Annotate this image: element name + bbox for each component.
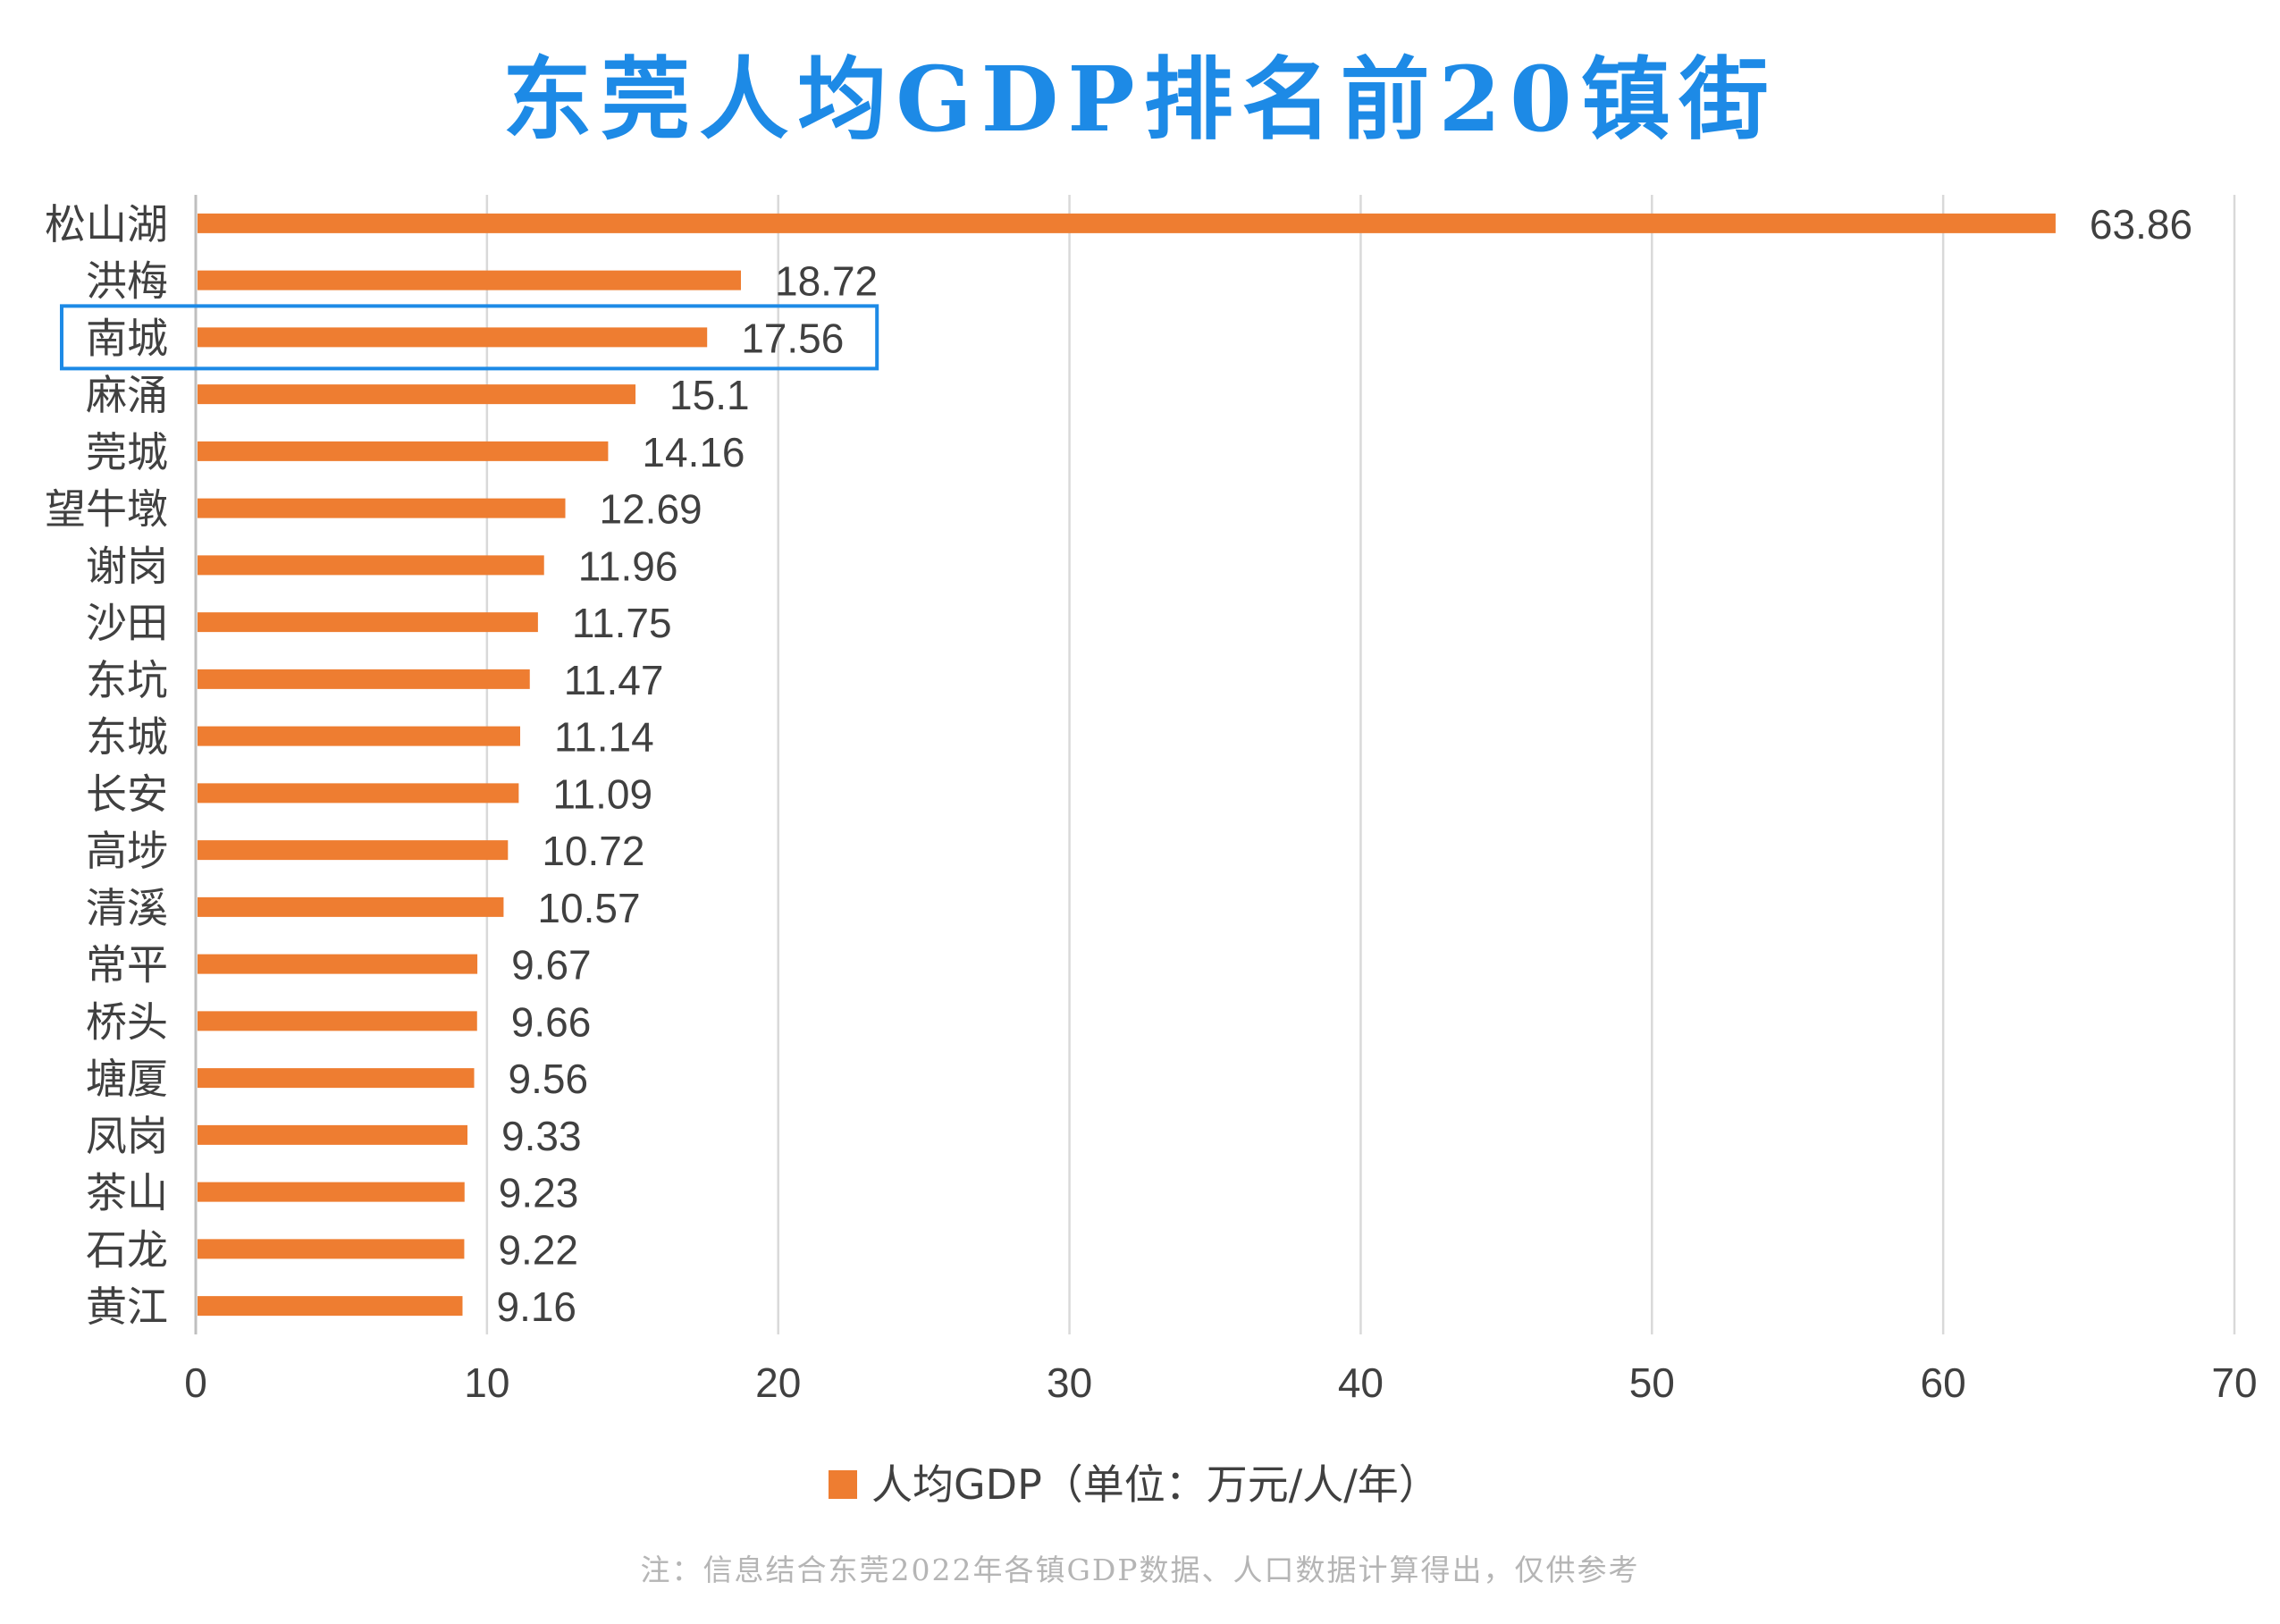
data-label: 9.16 — [496, 1283, 576, 1330]
x-tick-label: 70 — [2211, 1359, 2257, 1406]
x-tick-label: 60 — [1921, 1359, 1966, 1406]
category-label: 洪梅 — [86, 257, 168, 306]
bar — [198, 498, 566, 518]
category-label: 莞城 — [86, 428, 168, 476]
bar — [198, 327, 708, 348]
chart-title: 东莞人均GDP排名前20镇街 — [502, 46, 1778, 152]
bar — [198, 896, 504, 917]
data-label: 63.86 — [2090, 201, 2192, 248]
data-label: 9.33 — [501, 1113, 582, 1159]
legend-label: 人均GDP（单位：万元/人/年） — [871, 1460, 1440, 1509]
bar — [198, 840, 509, 861]
x-tick-labels: 0 10 20 30 40 50 60 70 — [184, 1359, 2257, 1406]
category-label: 麻涌 — [86, 371, 168, 419]
bar — [198, 954, 478, 974]
category-label: 长安 — [86, 770, 168, 818]
data-label: 18.72 — [775, 258, 878, 305]
data-label: 10.72 — [542, 828, 644, 874]
data-label: 11.47 — [564, 657, 664, 703]
data-label: 11.75 — [572, 600, 672, 646]
category-label: 常平 — [86, 941, 168, 989]
category-labels: 松山湖洪梅南城麻涌莞城望牛墩谢岗沙田东坑东城长安高埗清溪常平桥头塘厦凤岗茶山石龙… — [45, 200, 168, 1331]
category-label: 石龙 — [86, 1225, 168, 1274]
gridlines — [194, 195, 2236, 1334]
bar — [198, 1239, 465, 1259]
data-label: 14.16 — [642, 429, 745, 475]
category-label: 沙田 — [86, 599, 168, 647]
bar — [198, 1068, 475, 1089]
data-label: 10.57 — [537, 885, 640, 931]
category-label: 望牛墩 — [45, 485, 168, 534]
category-label: 黄江 — [86, 1283, 168, 1331]
data-label: 9.67 — [511, 942, 592, 989]
category-label: 东城 — [86, 713, 168, 762]
x-tick-label: 20 — [755, 1359, 801, 1406]
bar — [198, 726, 521, 746]
category-label: 东坑 — [86, 656, 168, 704]
bar — [198, 555, 544, 576]
bar — [198, 1296, 463, 1317]
category-label: 凤岗 — [86, 1112, 168, 1160]
bar — [198, 1011, 477, 1031]
x-tick-label: 30 — [1047, 1359, 1092, 1406]
bar — [198, 612, 538, 633]
bars — [60, 213, 2056, 1317]
data-labels: 63.86 18.72 17.56 15.1 14.16 12.69 11.96 11.75 1… — [496, 201, 2192, 1330]
data-label: 9.23 — [499, 1170, 579, 1216]
x-tick-label: 10 — [464, 1359, 509, 1406]
legend: 人均GDP（单位：万元/人/年） — [829, 1460, 1440, 1509]
x-tick-label: 0 — [184, 1359, 207, 1406]
data-label: 9.56 — [509, 1056, 589, 1102]
x-tick-label: 40 — [1338, 1359, 1384, 1406]
highlight-box — [60, 304, 879, 371]
category-label: 茶山 — [86, 1169, 168, 1217]
legend-swatch — [829, 1470, 857, 1499]
category-label: 清溪 — [86, 884, 168, 932]
category-label: 谢岗 — [86, 542, 168, 590]
data-label: 15.1 — [669, 372, 750, 418]
bar — [198, 783, 519, 804]
x-tick-label: 50 — [1629, 1359, 1675, 1406]
bar — [198, 1124, 468, 1145]
bar — [198, 669, 530, 689]
bar — [198, 270, 742, 290]
data-label: 11.96 — [578, 543, 678, 589]
data-label: 9.22 — [498, 1226, 578, 1273]
category-label: 松山湖 — [45, 200, 168, 248]
bar — [198, 441, 609, 461]
data-label: 12.69 — [600, 486, 703, 533]
footnote: 注：信息结合东莞2022年各镇GDP数据、人口数据计算得出，仅供参考 — [640, 1552, 1640, 1587]
bar — [198, 384, 636, 405]
data-label: 11.09 — [552, 770, 652, 817]
bar — [198, 213, 2056, 233]
data-label: 9.66 — [511, 998, 592, 1045]
category-label: 塘厦 — [86, 1055, 168, 1103]
bar — [198, 1182, 465, 1202]
data-label: 11.14 — [554, 714, 654, 761]
category-label: 高埗 — [86, 827, 168, 875]
data-label: 17.56 — [741, 315, 844, 361]
category-label: 桥头 — [86, 997, 168, 1046]
category-label: 南城 — [86, 314, 168, 362]
